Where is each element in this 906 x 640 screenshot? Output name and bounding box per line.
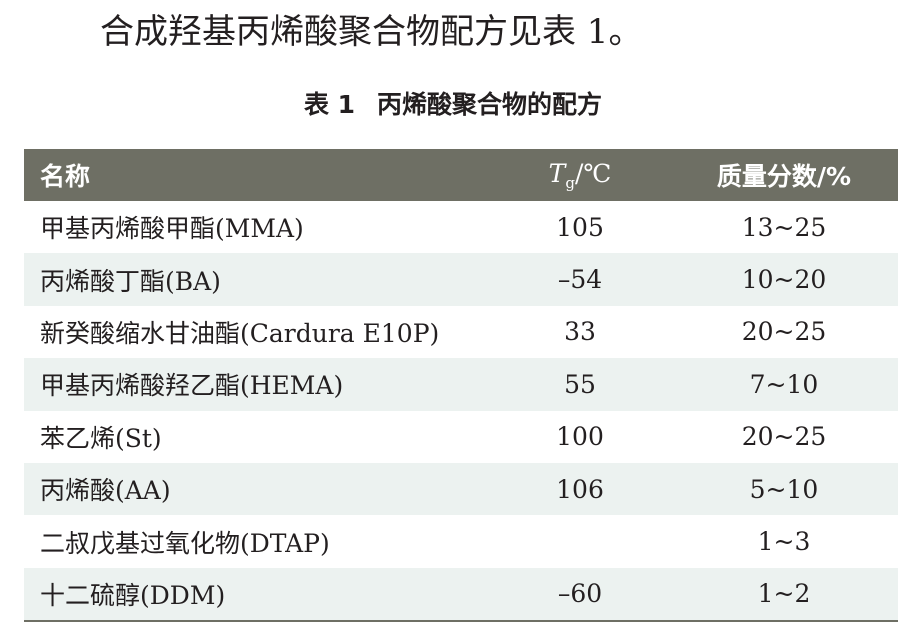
row-mass: 7~10 [670,358,898,411]
intro-text: 合成羟基丙烯酸聚合物配方见表 1。 [100,12,643,52]
table-row: 十二硫醇(DDM) –60 1~2 [24,567,898,623]
formulation-table: 名称 Tg/℃ 质量分数/% 甲基丙烯酸甲酯(MMA) 105 13~25 丙烯… [24,149,898,623]
tg-symbol: T [548,158,566,188]
row-name: 十二硫醇(DDM) [24,567,490,623]
row-name: 甲基丙烯酸羟乙酯(HEMA) [24,358,490,411]
tg-subscript: g [565,173,575,192]
row-mass: 1~2 [670,567,898,623]
table-row: 二叔戊基过氧化物(DTAP) 1~3 [24,515,898,567]
table-row: 甲基丙烯酸甲酯(MMA) 105 13~25 [24,201,898,253]
row-name: 丙烯酸(AA) [24,462,490,516]
table-header-row: 名称 Tg/℃ 质量分数/% [24,149,898,201]
table-row: 甲基丙烯酸羟乙酯(HEMA) 55 7~10 [24,358,898,411]
row-tg [490,515,670,567]
table-row: 丙烯酸丁酯(BA) –54 10~20 [24,253,898,306]
header-name: 名称 [24,149,490,201]
row-name: 新癸酸缩水甘油酯(Cardura E10P) [40,318,440,348]
row-name: 丙烯酸丁酯(BA) [24,253,490,306]
row-mass: 20~25 [741,422,827,452]
row-tg: –60 [490,567,670,623]
table-caption: 表 1 丙烯酸聚合物的配方 [0,88,906,122]
row-tg: 105 [556,212,604,242]
table-number: 表 1 [303,90,356,119]
row-tg: 106 [490,462,670,516]
row-tg: 55 [490,358,670,411]
row-name: 苯乙烯(St) [40,423,162,453]
row-name: 甲基丙烯酸甲酯(MMA) [40,214,304,244]
table-row: 新癸酸缩水甘油酯(Cardura E10P) 33 20~25 [24,306,898,358]
row-mass: 13~25 [741,212,827,242]
row-mass: 5~10 [670,462,898,516]
tg-unit: /℃ [574,158,612,188]
table-row: 苯乙烯(St) 100 20~25 [24,411,898,463]
row-tg: 100 [556,422,604,452]
table-row: 丙烯酸(AA) 106 5~10 [24,462,898,516]
row-tg: –54 [490,253,670,306]
header-mass-fraction: 质量分数/% [670,149,898,201]
header-tg: Tg/℃ [490,149,670,201]
row-mass: 20~25 [741,317,827,347]
table-title: 丙烯酸聚合物的配方 [377,90,603,119]
row-tg: 33 [564,317,596,347]
row-name: 二叔戊基过氧化物(DTAP) [40,528,330,558]
row-mass: 10~20 [670,253,898,306]
row-mass: 1~3 [757,527,811,557]
